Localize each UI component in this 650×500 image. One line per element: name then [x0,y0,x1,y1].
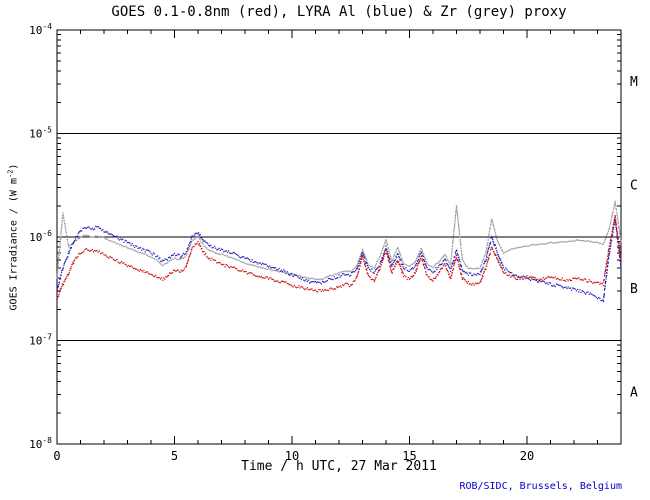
y-tick-label: 10-7 [29,333,52,348]
tick-labels: 0 5 10 15 20 10-4 10-5 10-6 10-7 10-8 M C B A [29,22,638,463]
y-tick-label: 10-4 [29,22,52,37]
credit-text: ROB/SIDC, Brussels, Belgium [459,481,622,492]
x-axis-label: Time / h UTC, 27 Mar 2011 [241,459,437,474]
y-tick-label: 10-6 [29,229,52,244]
flare-class-label: M [630,75,638,90]
y-axis-label-main: GOES Irradiance / (W m [8,178,20,311]
x-tick-label: 0 [53,449,60,463]
series-goes-red [56,215,622,300]
y-axis-label-close: ) [8,163,20,170]
y-axis-label-exponent: -2 [6,169,15,179]
x-tick-label: 5 [171,449,178,463]
flare-class-label: B [630,282,638,297]
series-lyra-al-blue [56,216,622,303]
series-lyra-zr-grey [56,200,622,281]
chart-title: GOES 0.1-0.8nm (red), LYRA Al (blue) & Z… [111,4,567,20]
x-tick-label: 20 [520,449,534,463]
x-tick-label: 10 [285,449,299,463]
y-tick-label: 10-8 [29,436,52,451]
axes [56,29,622,445]
x-tick-label: 15 [402,449,416,463]
y-tick-label: 10-5 [29,126,52,141]
y-axis-label: GOES Irradiance / (W m-2) [6,164,19,311]
flare-class-label: C [630,178,638,193]
flare-class-label: A [630,385,638,400]
